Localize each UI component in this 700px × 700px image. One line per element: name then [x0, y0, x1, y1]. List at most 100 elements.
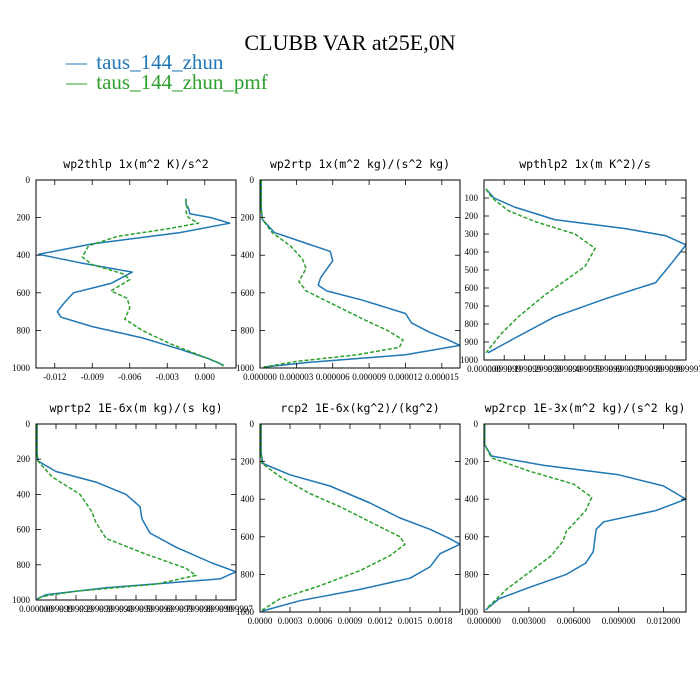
legend: — taus_144_zhun — taus_144_zhun_pmf — [65, 50, 268, 94]
y-tick-label: 1000 — [236, 607, 255, 617]
y-tick-label: 600 — [465, 283, 479, 293]
series-line-1 — [37, 198, 231, 366]
legend-marker-2: — — [65, 70, 88, 94]
y-tick-label: 400 — [465, 494, 479, 504]
x-tick-label: 0.199999 — [508, 364, 542, 374]
y-tick-label: 200 — [465, 457, 479, 467]
legend-item-1: — taus_144_zhun — [65, 50, 224, 74]
y-tick-label: 600 — [241, 532, 255, 542]
x-tick-label: 0.0012 — [368, 616, 393, 626]
y-tick-label: 200 — [241, 213, 255, 223]
y-tick-label: 800 — [17, 325, 31, 335]
x-tick-label: 0.006000 — [557, 616, 591, 626]
chart-panel-1: wp2thlp 1x(m^2 K)/s^2 0 200 400 600 800 1000 -0… — [12, 157, 237, 382]
series-line-2 — [484, 424, 593, 609]
series-line-2 — [36, 424, 197, 600]
panel-title: wp2thlp 1x(m^2 K)/s^2 — [63, 157, 208, 171]
series-line-1 — [484, 424, 686, 611]
panel-title: wprtp2 1E-6x(m kg)/(s kg) — [49, 401, 222, 415]
x-tick-label: 0.499999 — [119, 604, 153, 614]
x-tick-label: 0.999997 — [669, 364, 700, 374]
panel-title: wpthlp2 1x(m K^2)/s — [519, 157, 651, 171]
plot-frame — [35, 423, 237, 601]
x-tick-label: 0.0000 — [248, 616, 273, 626]
panel-title: wp2rcp 1E-3x(m^2 kg)/(s^2 kg) — [485, 401, 686, 415]
y-tick-label: 900 — [465, 337, 479, 347]
y-tick-label: 600 — [465, 532, 479, 542]
x-tick-label: 0.0009 — [338, 616, 363, 626]
y-tick-label: 700 — [465, 301, 479, 311]
plot-frame — [35, 179, 237, 369]
chart-panel-5: rcp2 1E-6x(kg^2)/(kg^2) 0 200 400 600 800 1000… — [236, 401, 461, 626]
x-tick-label: 0.000 — [195, 372, 216, 382]
y-tick-label: 600 — [241, 288, 255, 298]
x-tick-label: 0.000000 — [467, 364, 501, 374]
chart-panel-6: wp2rcp 1E-3x(m^2 kg)/(s^2 kg) 0 200 400 600 8… — [460, 401, 687, 626]
y-tick-label: 1000 — [460, 607, 479, 617]
panel-title: rcp2 1E-6x(kg^2)/(kg^2) — [280, 401, 439, 415]
x-tick-label: 0.0015 — [398, 616, 423, 626]
y-tick-label: 100 — [465, 193, 479, 203]
y-tick-label: 800 — [241, 325, 255, 335]
series-line-2 — [485, 188, 596, 354]
panel-title: wp2rtp 1x(m^2 kg)/(s^2 kg) — [270, 157, 450, 171]
x-tick-label: 0.000015 — [425, 372, 459, 382]
series-line-2 — [81, 198, 224, 367]
x-tick-label: 0.799999 — [179, 604, 213, 614]
series-line-2 — [260, 180, 404, 368]
y-tick-label: 1000 — [12, 595, 31, 605]
y-tick-label: 400 — [241, 494, 255, 504]
x-tick-label: 0.899999 — [199, 604, 233, 614]
panels-container: wp2thlp 1x(m^2 K)/s^202004006008001000-0… — [12, 157, 700, 626]
y-tick-label: 200 — [465, 211, 479, 221]
x-tick-label: 0.009000 — [602, 616, 636, 626]
x-tick-label: 0.899999 — [649, 364, 683, 374]
x-tick-label: 0.599999 — [139, 604, 173, 614]
x-tick-label: 0.999997 — [219, 604, 253, 614]
series-line-1 — [485, 188, 686, 354]
y-tick-label: 800 — [465, 569, 479, 579]
y-tick-label: 200 — [17, 213, 31, 223]
y-tick-label: 1000 — [236, 363, 255, 373]
x-tick-label: 0.012000 — [647, 616, 681, 626]
legend-label-1: taus_144_zhun — [96, 50, 224, 74]
x-tick-label: 0.099999 — [39, 604, 73, 614]
legend-item-2: — taus_144_zhun_pmf — [65, 70, 268, 94]
x-tick-label: 0.699999 — [159, 604, 193, 614]
y-tick-label: 600 — [17, 288, 31, 298]
y-tick-label: 0 — [26, 419, 31, 429]
x-tick-label: 0.0018 — [428, 616, 453, 626]
x-tick-label: 0.003000 — [512, 616, 546, 626]
y-tick-label: 400 — [17, 489, 31, 499]
x-tick-label: -0.006 — [118, 372, 142, 382]
y-tick-label: 0 — [250, 419, 255, 429]
x-tick-label: 0.000006 — [316, 372, 350, 382]
legend-label-2: taus_144_zhun_pmf — [96, 70, 267, 94]
x-tick-label: 0.799999 — [629, 364, 663, 374]
x-tick-label: 0.000000 — [467, 616, 501, 626]
y-tick-label: 800 — [17, 560, 31, 570]
y-tick-label: 300 — [465, 229, 479, 239]
x-tick-label: 0.0003 — [278, 616, 303, 626]
y-tick-label: 200 — [241, 457, 255, 467]
series-line-1 — [260, 424, 460, 612]
y-tick-label: 1000 — [12, 363, 31, 373]
legend-marker-1: — — [65, 50, 88, 74]
x-tick-label: -0.012 — [43, 372, 66, 382]
x-tick-label: 0.499999 — [568, 364, 602, 374]
x-tick-label: 0.000000 — [243, 372, 277, 382]
plot-frame — [259, 179, 461, 369]
x-tick-label: -0.003 — [156, 372, 180, 382]
x-tick-label: -0.009 — [81, 372, 105, 382]
chart-panel-4: wprtp2 1E-6x(m kg)/(s kg) 0 200 400 600 800 10… — [12, 401, 253, 614]
y-tick-label: 1000 — [460, 355, 479, 365]
x-tick-label: 0.0006 — [308, 616, 333, 626]
x-tick-label: 0.000012 — [389, 372, 423, 382]
chart-panel-2: wp2rtp 1x(m^2 kg)/(s^2 kg) 0 200 400 600 800 1… — [236, 157, 461, 382]
y-tick-label: 500 — [465, 265, 479, 275]
x-tick-label: 0.000000 — [19, 604, 53, 614]
x-tick-label: 0.399999 — [548, 364, 582, 374]
chart-panel-3: wpthlp2 1x(m K^2)/s 100 200 300 400 500 600 700… — [460, 157, 700, 374]
plot-frame — [259, 423, 461, 613]
